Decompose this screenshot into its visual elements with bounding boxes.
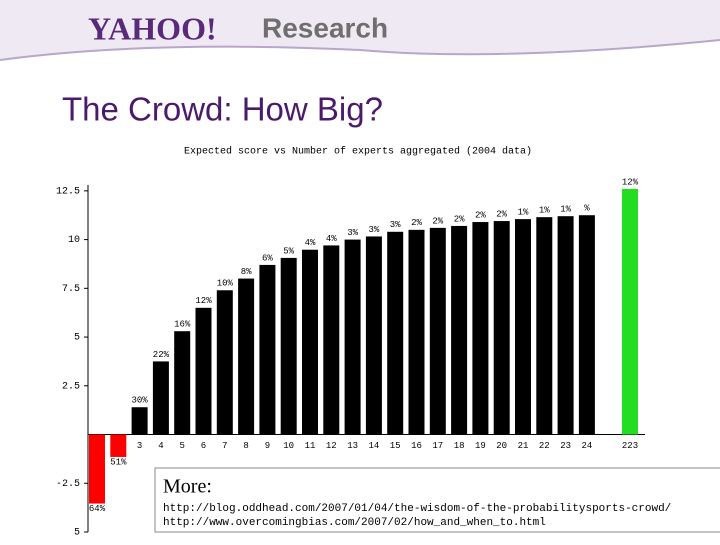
bar-annotation: 64% bbox=[89, 504, 106, 514]
x-tick-label: 24 bbox=[581, 441, 592, 451]
bar-annotation: 3% bbox=[347, 228, 358, 238]
x-tick-label: 15 bbox=[390, 441, 401, 451]
brand: Research bbox=[262, 12, 388, 43]
bar bbox=[429, 227, 446, 435]
bar-annotation: 3% bbox=[390, 220, 401, 230]
x-tick-label: 17 bbox=[432, 441, 443, 451]
y-tick-label: -2.5 bbox=[56, 479, 80, 490]
note-box bbox=[154, 467, 720, 533]
bar bbox=[557, 216, 574, 435]
bar-annotation: 30% bbox=[131, 396, 148, 406]
bar-annotation: 1% bbox=[560, 205, 571, 215]
bar bbox=[238, 278, 255, 435]
bar bbox=[110, 434, 127, 457]
bar-annotation: 12% bbox=[622, 177, 639, 187]
bar bbox=[387, 231, 404, 435]
bar-annotation: % bbox=[584, 204, 590, 214]
bar-annotation: 3% bbox=[368, 225, 379, 235]
bar bbox=[302, 249, 318, 435]
bar bbox=[259, 264, 276, 435]
chart-title: Expected score vs Number of experts aggr… bbox=[184, 146, 532, 158]
bar-annotation: 1% bbox=[539, 206, 550, 216]
y-tick-label: 2.5 bbox=[62, 381, 80, 392]
header-curve bbox=[0, 39, 720, 61]
bar-annotation: 6% bbox=[262, 253, 273, 263]
bar bbox=[131, 407, 148, 435]
y-tick-label: 10 bbox=[68, 235, 80, 246]
x-tick-label: 6 bbox=[201, 441, 206, 451]
bar-annotation: 2% bbox=[496, 209, 507, 219]
x-tick-label: 20 bbox=[496, 441, 507, 451]
bar bbox=[515, 219, 531, 435]
bar-annotation: 2% bbox=[454, 214, 465, 224]
bar bbox=[216, 290, 233, 435]
x-tick-label: 14 bbox=[368, 441, 379, 451]
bar bbox=[578, 215, 595, 435]
link[interactable]: http://blog.oddhead.com/2007/01/04/the-w… bbox=[163, 503, 671, 515]
x-tick-label: 12 bbox=[326, 441, 337, 451]
bar bbox=[365, 236, 382, 435]
plot: 5-2.52.557.51012.564%51%30%322%416%512%6… bbox=[56, 177, 645, 539]
y-tick-label: 5 bbox=[74, 333, 80, 344]
bar-annotation: 16% bbox=[174, 320, 191, 330]
bar-annotation: 4% bbox=[326, 234, 337, 244]
bar-annotation: 5% bbox=[283, 246, 294, 256]
x-tick-label: 9 bbox=[265, 441, 270, 451]
bar bbox=[622, 188, 638, 435]
bar bbox=[152, 361, 169, 435]
slide-title: The Crowd: How Big? bbox=[62, 91, 383, 128]
bar-annotation: 1% bbox=[518, 207, 529, 217]
bar-annotation: 51% bbox=[110, 457, 127, 467]
x-tick-label: 7 bbox=[222, 441, 227, 451]
x-tick-label: 223 bbox=[622, 441, 638, 451]
note-heading: More: bbox=[163, 476, 212, 498]
x-tick-label: 21 bbox=[518, 441, 529, 451]
logo: YAHOO! bbox=[88, 10, 217, 46]
x-tick-label: 13 bbox=[347, 441, 358, 451]
bar-annotation: 12% bbox=[195, 296, 212, 306]
x-tick-label: 10 bbox=[283, 441, 294, 451]
bar-annotation: 2% bbox=[411, 218, 422, 228]
x-tick-label: 3 bbox=[137, 441, 142, 451]
bar-annotation: 22% bbox=[153, 350, 170, 360]
bar bbox=[89, 434, 105, 504]
x-tick-label: 18 bbox=[454, 441, 465, 451]
x-tick-label: 5 bbox=[179, 441, 184, 451]
bar bbox=[472, 222, 489, 435]
bar bbox=[493, 221, 510, 435]
bar bbox=[344, 239, 361, 435]
bar bbox=[280, 257, 297, 435]
x-tick-label: 22 bbox=[539, 441, 550, 451]
bar bbox=[408, 229, 425, 435]
y-tick-label: 12.5 bbox=[56, 186, 80, 197]
bar-annotation: 4% bbox=[305, 238, 316, 248]
bar bbox=[323, 245, 340, 435]
y-tick-label: 5 bbox=[74, 528, 80, 539]
bar bbox=[195, 307, 212, 435]
x-tick-label: 23 bbox=[560, 441, 571, 451]
header-band bbox=[0, 0, 720, 60]
x-tick-label: 11 bbox=[305, 441, 316, 451]
bar-annotation: 2% bbox=[475, 210, 486, 220]
link[interactable]: http://www.overcomingbias.com/2007/02/ho… bbox=[163, 517, 546, 529]
x-tick-label: 4 bbox=[158, 441, 163, 451]
bar-annotation: 8% bbox=[241, 267, 252, 277]
bar-annotation: 2% bbox=[432, 216, 443, 226]
x-tick-label: 8 bbox=[243, 441, 248, 451]
y-tick-label: 7.5 bbox=[62, 284, 80, 295]
bar-annotation: 10% bbox=[217, 279, 234, 289]
bar bbox=[536, 217, 553, 435]
x-tick-label: 19 bbox=[475, 441, 486, 451]
x-tick-label: 16 bbox=[411, 441, 422, 451]
bar bbox=[451, 225, 468, 435]
bar bbox=[174, 331, 191, 435]
